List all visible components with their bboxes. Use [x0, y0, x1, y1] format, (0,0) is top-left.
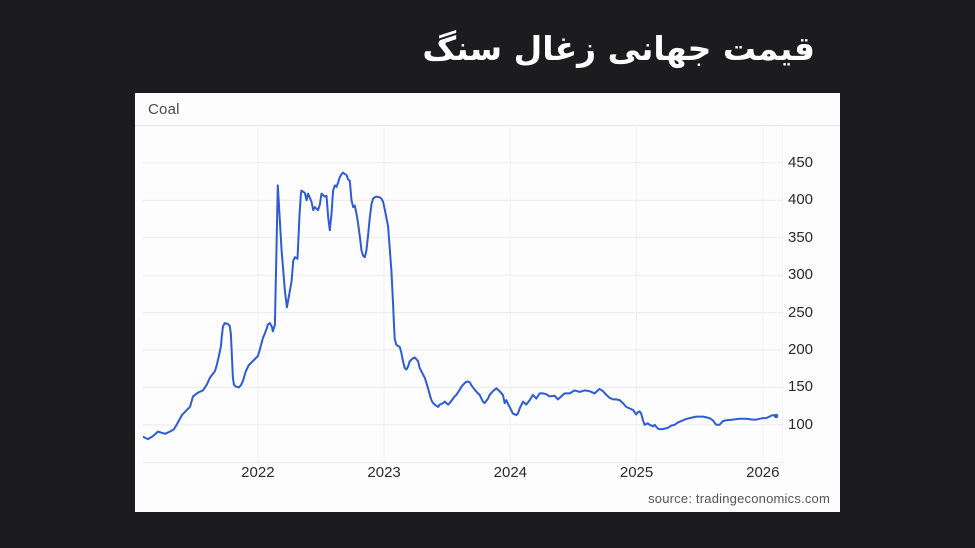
y-axis-tick-label: 450 — [788, 153, 814, 171]
x-axis-tick-label: 2024 — [493, 464, 528, 481]
y-axis-tick-label: 150 — [788, 378, 814, 396]
chart-series-label: Coal — [148, 101, 180, 118]
price-line-chart — [143, 127, 783, 463]
y-axis-tick-label: 400 — [788, 191, 814, 209]
page-title: قیمت جهانی زغال سنگ — [422, 29, 815, 68]
source-attribution: source: tradingeconomics.com — [648, 491, 830, 506]
x-axis-tick-label: 2022 — [241, 464, 275, 481]
coal-price-line — [143, 171, 778, 441]
chart-panel: Coal 450 400 350 300 250 200 150 100 2022 2023 20… — [135, 93, 840, 512]
y-axis-tick-label: 200 — [788, 341, 814, 358]
x-axis-tick-label: 2023 — [367, 464, 401, 481]
y-axis-tick-label: 300 — [788, 266, 814, 284]
y-axis-tick-label: 100 — [788, 415, 814, 433]
y-axis-tick-label: 350 — [788, 228, 814, 246]
last-value-dot — [773, 413, 779, 419]
x-axis-tick-label: 2025 — [619, 464, 654, 481]
chart-header: Coal — [135, 93, 840, 126]
y-axis-tick-label: 250 — [788, 303, 814, 321]
x-axis-tick-label: 2026 — [746, 464, 780, 481]
